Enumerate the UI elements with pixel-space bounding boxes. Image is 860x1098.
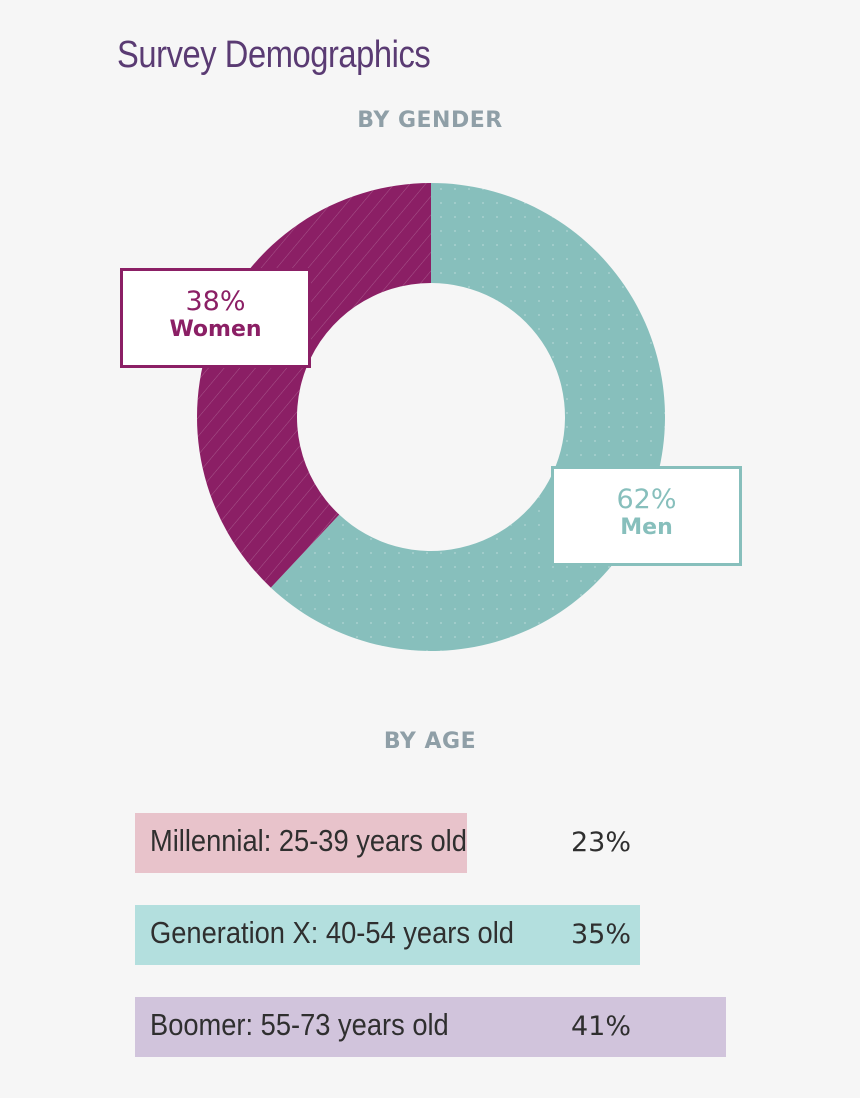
men-percent-label: 62% [616,484,677,515]
men-callout: 62% Men [551,466,742,566]
age-label-boomer: Boomer: 55-73 years old [150,1007,449,1042]
age-value-millennial: 23% [571,827,632,858]
age-label-genx: Generation X: 40-54 years old [150,915,514,950]
women-percent-label: 38% [185,286,246,317]
age-label-millennial: Millennial: 25-39 years old [150,823,467,858]
donut-slice-texture-women [196,183,431,588]
gender-section-title: BY GENDER [357,108,503,133]
age-bar-boomer [135,997,726,1057]
age-bar-genx [135,905,640,965]
age-value-boomer: 41% [571,1011,632,1042]
age-bar-millennial [135,813,467,873]
age-section-title: BY AGE [383,729,477,754]
age-value-genx: 35% [571,919,632,950]
page-title: Survey Demographics [117,34,431,76]
women-callout: 38% Women [120,268,311,368]
men-name-label: Men [620,515,673,540]
women-name-label: Women [169,317,262,342]
